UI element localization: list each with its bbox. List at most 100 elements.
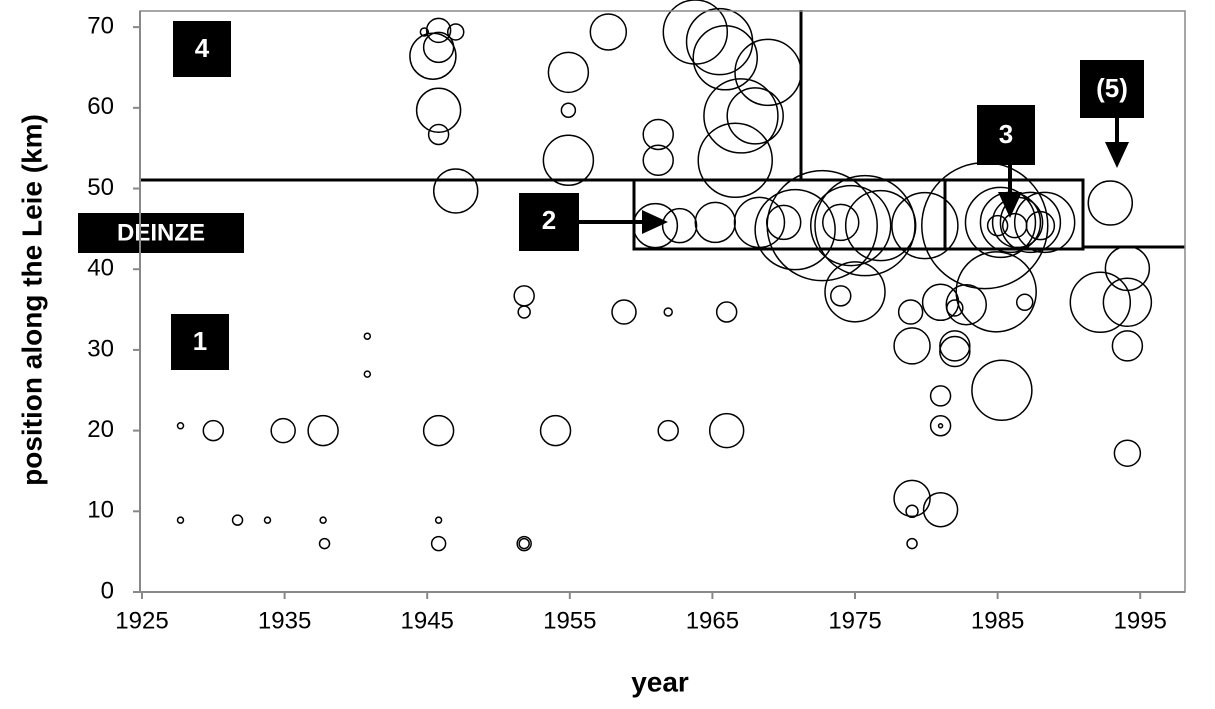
arrow-head bbox=[998, 192, 1022, 218]
bubble bbox=[945, 283, 987, 326]
bubble bbox=[409, 32, 457, 80]
bubble bbox=[1087, 180, 1134, 226]
bubble bbox=[432, 168, 479, 214]
arrow-head bbox=[1105, 142, 1129, 168]
x-tick-label: 1955 bbox=[543, 607, 596, 634]
bubble bbox=[893, 479, 931, 518]
x-axis-label: year bbox=[631, 666, 689, 697]
bubble bbox=[999, 191, 1062, 254]
bubble bbox=[830, 285, 852, 307]
bubble bbox=[971, 359, 1033, 422]
bubble bbox=[307, 414, 339, 447]
bubble bbox=[822, 203, 860, 242]
bubble bbox=[231, 514, 244, 526]
y-tick-label: 40 bbox=[87, 255, 114, 282]
x-tick-label: 1985 bbox=[971, 607, 1024, 634]
bubble bbox=[697, 122, 773, 199]
x-tick-label: 1995 bbox=[1114, 607, 1167, 634]
bubble bbox=[611, 299, 637, 325]
bubble bbox=[937, 423, 944, 429]
x-tick-label: 1975 bbox=[828, 607, 881, 634]
bubble bbox=[692, 25, 758, 91]
bubble bbox=[518, 537, 530, 550]
bubble bbox=[517, 305, 531, 319]
y-axis-label: position along the Leie (km) bbox=[16, 114, 47, 486]
bubble bbox=[939, 330, 971, 362]
bubble bbox=[318, 537, 331, 550]
bubble bbox=[891, 191, 959, 260]
bubble bbox=[986, 214, 1009, 237]
bubble bbox=[897, 299, 924, 325]
bubble bbox=[906, 537, 918, 550]
annotation-box bbox=[173, 21, 231, 77]
bubble bbox=[516, 535, 532, 552]
bubble bbox=[1013, 191, 1076, 254]
region-box bbox=[632, 178, 1085, 251]
annotation-boxes: 4 1 2 3 (5) DEINZE bbox=[78, 21, 1144, 370]
bubble bbox=[642, 118, 674, 151]
annotation-box bbox=[78, 213, 244, 253]
bubble bbox=[642, 144, 674, 177]
bubble bbox=[964, 186, 1037, 259]
bubble bbox=[893, 327, 931, 365]
annotation-box bbox=[977, 105, 1035, 165]
bubble bbox=[1111, 330, 1144, 362]
bubble bbox=[422, 414, 455, 447]
bubble bbox=[663, 307, 673, 317]
x-tick-label: 1925 bbox=[115, 607, 168, 634]
bubble bbox=[270, 417, 296, 444]
annotation: DEINZE bbox=[117, 219, 205, 246]
x-tick-label: 1935 bbox=[258, 607, 311, 634]
annotation-box bbox=[519, 193, 579, 251]
bubble bbox=[539, 414, 572, 447]
y-tick-label: 20 bbox=[87, 416, 114, 443]
bubble bbox=[589, 13, 628, 51]
y-tick-label: 70 bbox=[87, 12, 114, 39]
annotation: 3 bbox=[999, 119, 1013, 149]
bubble bbox=[1069, 271, 1132, 334]
bubble bbox=[363, 332, 372, 340]
bubble bbox=[929, 385, 952, 407]
bubble bbox=[427, 123, 450, 146]
bubble bbox=[694, 201, 737, 244]
bubble bbox=[955, 251, 1037, 333]
y-tick-label: 10 bbox=[87, 497, 114, 524]
bubble bbox=[703, 78, 779, 154]
x-tick-label: 1965 bbox=[686, 607, 739, 634]
annotation-box bbox=[171, 314, 229, 370]
bubble bbox=[1001, 212, 1028, 239]
bubble bbox=[922, 491, 959, 528]
y-tick-label: 30 bbox=[87, 335, 114, 362]
bubble bbox=[419, 27, 430, 37]
y-tick-label: 50 bbox=[87, 174, 114, 201]
annotation-box bbox=[1080, 60, 1144, 118]
bubble bbox=[844, 189, 917, 262]
annotation: 1 bbox=[193, 326, 207, 356]
bubble bbox=[415, 87, 462, 134]
bubble bbox=[824, 261, 886, 323]
y-tick-label: 60 bbox=[87, 93, 114, 120]
bubble bbox=[939, 335, 971, 368]
bubble bbox=[929, 415, 952, 437]
arrows bbox=[579, 118, 1129, 234]
bubble bbox=[657, 419, 679, 442]
arrow-head bbox=[642, 210, 668, 234]
bubble bbox=[176, 422, 185, 430]
bubble bbox=[176, 516, 185, 524]
bubble bbox=[754, 188, 836, 271]
bubble bbox=[1113, 439, 1142, 467]
bubble bbox=[319, 516, 327, 524]
bubble bbox=[363, 370, 372, 378]
annotation: 4 bbox=[195, 33, 210, 63]
bubble bbox=[921, 283, 960, 322]
bubble bbox=[905, 504, 919, 519]
bubble bbox=[446, 23, 465, 41]
bubble bbox=[430, 535, 447, 552]
bubble bbox=[1102, 277, 1153, 328]
bubble bbox=[715, 301, 738, 323]
bubble bbox=[202, 419, 225, 442]
bubble bbox=[809, 184, 892, 267]
bubble bbox=[1015, 293, 1034, 312]
region-lines bbox=[140, 10, 1185, 251]
